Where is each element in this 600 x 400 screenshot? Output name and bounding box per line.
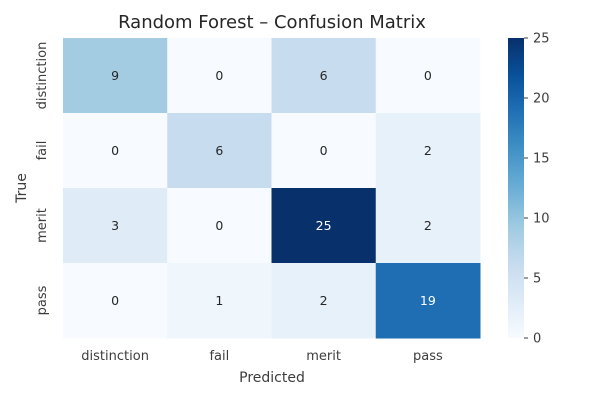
cell-value-label: 0 [320, 143, 328, 158]
heatmap-cell [375, 113, 481, 189]
cell-value-label: 25 [316, 218, 332, 233]
heatmap-cells: 9 0 6 0 0 6 0 2 3 0 25 2 0 1 2 19 [63, 38, 481, 339]
cell-value-label: 1 [215, 293, 223, 308]
heatmap-cell [375, 263, 481, 339]
heatmap-cell [271, 113, 377, 189]
heatmap-cell [271, 188, 377, 264]
cell-value-label: 2 [424, 143, 432, 158]
x-tick-label: distinction [81, 349, 149, 364]
cell-value-label: 6 [320, 68, 328, 83]
cell-value-label: 0 [111, 143, 119, 158]
cell-value-label: 0 [424, 68, 432, 83]
colorbar-tick-label: 5 [533, 272, 541, 287]
heatmap-cell [63, 38, 168, 114]
heatmap-cell [167, 263, 272, 339]
x-axis-label: Predicted [239, 370, 305, 386]
cell-value-label: 0 [215, 218, 223, 233]
colorbar-tick-label: 0 [533, 332, 541, 347]
y-tick-label: merit [35, 208, 50, 243]
y-tick-label: distinction [35, 42, 50, 110]
heatmap-cell [167, 113, 272, 189]
colorbar [508, 38, 524, 338]
cell-value-label: 0 [111, 293, 119, 308]
cell-value-label: 0 [215, 68, 223, 83]
cell-value-label: 9 [111, 68, 119, 83]
colorbar-tick-label: 10 [533, 212, 550, 227]
heatmap-cell [63, 263, 168, 339]
x-tick-label: pass [413, 349, 443, 364]
colorbar-tick-label: 25 [533, 32, 550, 47]
y-axis-label: True [14, 173, 30, 204]
heatmap-cell [167, 188, 272, 264]
colorbar-ticks: 0 5 10 15 20 25 [524, 32, 550, 347]
y-tick-label: fail [35, 141, 50, 161]
x-tick-labels: distinction fail merit pass [81, 349, 443, 364]
heatmap-cell [375, 38, 481, 114]
cell-value-label: 2 [424, 218, 432, 233]
x-tick-label: fail [209, 349, 229, 364]
cell-value-label: 6 [215, 143, 223, 158]
y-tick-label: pass [35, 285, 50, 315]
cell-value-label: 3 [111, 218, 119, 233]
heatmap-cell [271, 38, 377, 114]
cell-value-label: 2 [320, 293, 328, 308]
heatmap-cell [167, 38, 272, 114]
heatmap-cell [375, 188, 481, 264]
y-tick-labels: distinction fail merit pass [35, 42, 50, 316]
heatmap-cell [271, 263, 377, 339]
cell-value-label: 19 [420, 293, 436, 308]
heatmap-cell [63, 113, 168, 189]
x-tick-label: merit [306, 349, 341, 364]
heatmap-cell [63, 188, 168, 264]
colorbar-tick-label: 15 [533, 152, 550, 167]
colorbar-tick-label: 20 [533, 92, 550, 107]
chart-title: Random Forest – Confusion Matrix [118, 12, 426, 33]
